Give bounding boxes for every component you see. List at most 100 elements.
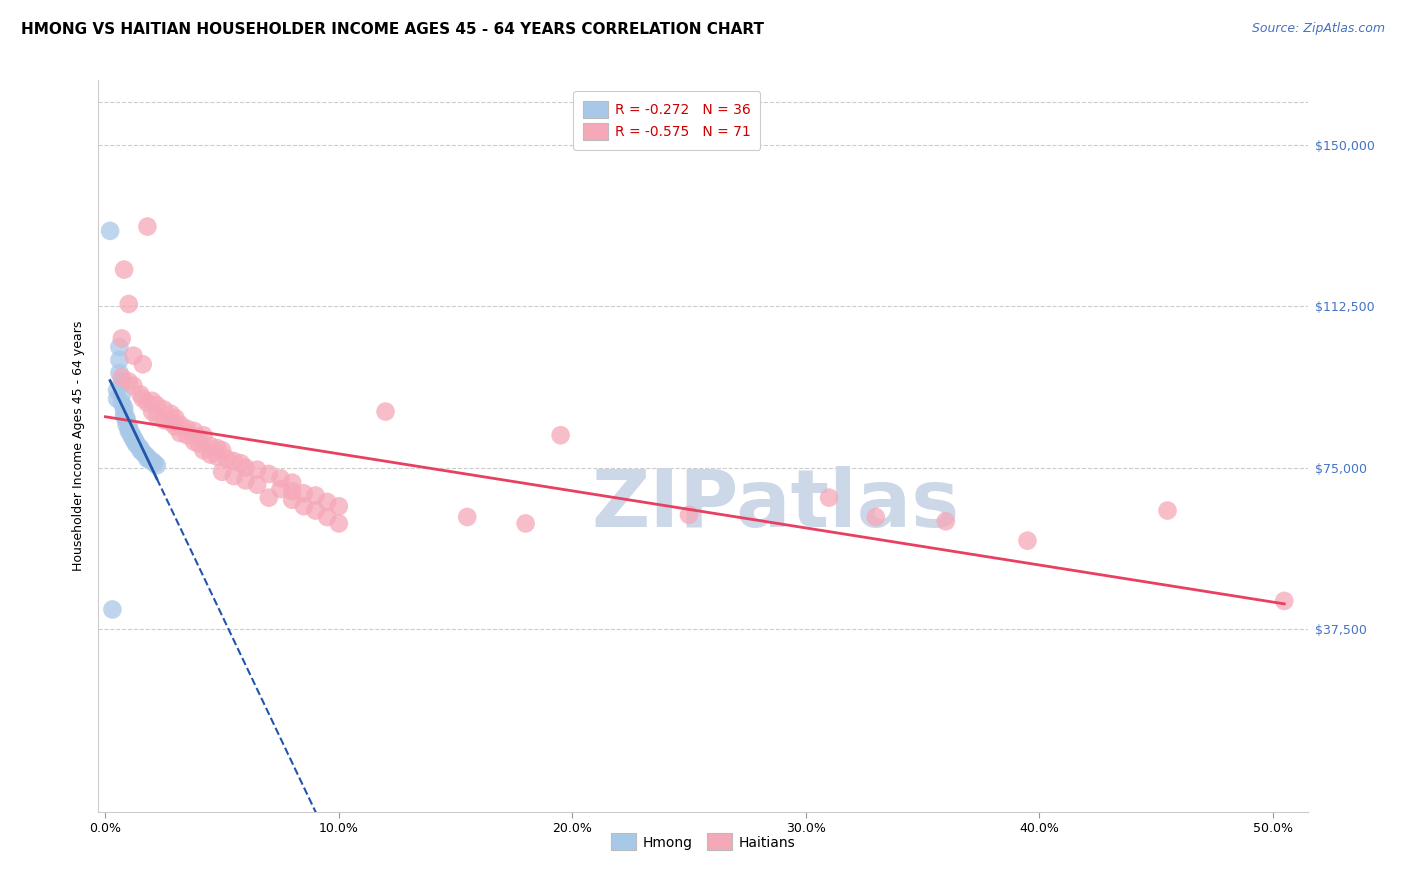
Point [127,439,149,453]
Point [122,349,145,363]
Point [200,448,222,462]
Point [193,443,215,458]
Point [159,407,181,421]
Point [215,451,238,466]
Point [125,434,148,449]
Point [165,411,187,425]
Point [108,340,131,354]
Point [515,516,537,531]
Point [159,415,181,429]
Point [200,439,222,453]
Point [129,443,152,458]
Point [111,370,134,384]
Point [165,419,187,434]
Point [328,500,350,514]
Point [550,428,572,442]
Point [269,471,291,485]
Point [316,495,339,509]
Point [229,456,252,470]
Point [122,378,145,392]
Point [169,417,191,432]
Point [1272,594,1295,608]
Point [132,357,155,371]
Point [235,474,257,488]
Point [132,445,155,459]
Legend: Hmong, Haitians: Hmong, Haitians [605,828,801,856]
Point [328,516,350,531]
Point [146,398,169,412]
Point [1156,503,1178,517]
Point [257,467,280,481]
Point [112,401,135,415]
Point [187,437,209,451]
Point [118,422,141,436]
Point [141,404,163,418]
Point [818,491,841,505]
Point [141,454,163,468]
Point [207,450,229,464]
Point [129,441,152,455]
Point [246,477,269,491]
Point [132,392,155,406]
Point [118,419,141,434]
Point [281,475,304,490]
Point [176,422,198,436]
Point [269,482,291,496]
Point [211,443,233,458]
Point [105,392,128,406]
Point [105,383,128,397]
Point [111,396,134,410]
Point [456,510,478,524]
Point [222,454,245,468]
Point [183,424,205,438]
Point [115,411,138,425]
Point [176,428,198,442]
Point [169,426,191,441]
Point [281,484,304,499]
Point [316,510,339,524]
Point [111,387,134,401]
Point [98,224,121,238]
Point [935,514,957,528]
Point [1017,533,1039,548]
Point [122,433,145,447]
Point [125,437,148,451]
Point [281,492,304,507]
Point [304,503,326,517]
Text: Source: ZipAtlas.com: Source: ZipAtlas.com [1251,22,1385,36]
Point [678,508,700,522]
Point [183,434,205,449]
Point [118,375,141,389]
Point [136,450,159,464]
Point [111,375,134,389]
Point [187,430,209,444]
Point [211,465,233,479]
Point [122,430,145,444]
Point [118,424,141,438]
Point [146,409,169,423]
Point [134,448,156,462]
Point [152,402,174,417]
Point [257,491,280,505]
Point [129,387,152,401]
Y-axis label: Householder Income Ages 45 - 64 years: Householder Income Ages 45 - 64 years [72,321,86,571]
Point [111,331,134,345]
Point [143,456,166,470]
Point [139,452,162,467]
Point [193,428,215,442]
Text: HMONG VS HAITIAN HOUSEHOLDER INCOME AGES 45 - 64 YEARS CORRELATION CHART: HMONG VS HAITIAN HOUSEHOLDER INCOME AGES… [21,22,763,37]
Point [246,463,269,477]
Point [108,366,131,380]
Point [120,426,142,441]
Point [292,486,315,500]
Point [112,404,135,418]
Point [292,500,315,514]
Point [115,417,138,432]
Point [141,393,163,408]
Point [136,396,159,410]
Point [120,428,142,442]
Point [115,413,138,427]
Point [136,219,159,234]
Point [101,602,124,616]
Point [304,488,326,502]
